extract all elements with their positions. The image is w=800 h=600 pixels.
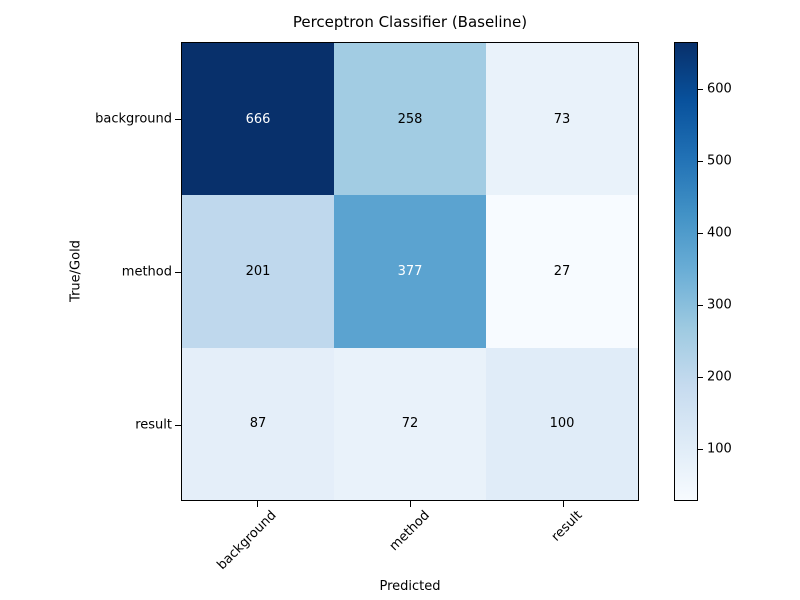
colorbar-tick-label-300: 300 (707, 297, 732, 313)
chart-title: Perceptron Classifier (Baseline) (292, 13, 528, 31)
y-tick-mark (175, 424, 181, 426)
colorbar-tick-label-100: 100 (707, 441, 732, 457)
x-tick-label-result: result (548, 508, 586, 545)
heatmap-cell-method-background: 201 (182, 195, 334, 348)
heatmap-cell-background-method: 258 (334, 43, 486, 196)
y-tick-label-result: result (135, 417, 172, 432)
colorbar-tick-mark (698, 89, 703, 91)
heatmap-cell-background-background: 666 (182, 43, 334, 196)
x-tick-mark (562, 501, 564, 507)
colorbar (674, 42, 698, 501)
x-tick-mark (257, 501, 259, 507)
x-axis-label: Predicted (379, 579, 441, 594)
colorbar-tick-label-400: 400 (707, 225, 732, 241)
heatmap-cell-result-background: 87 (182, 347, 334, 500)
y-tick-label-method: method (121, 264, 172, 279)
colorbar-tick-mark (698, 376, 703, 378)
colorbar-tick-label-200: 200 (707, 369, 732, 385)
y-axis-label: True/Gold (68, 240, 84, 302)
heatmap-cell-result-method: 72 (334, 347, 486, 500)
heatmap-cell-method-method: 377 (334, 195, 486, 348)
colorbar-tick-mark (698, 161, 703, 163)
colorbar-tick-mark (698, 448, 703, 450)
y-tick-mark (175, 118, 181, 120)
heatmap-cell-result-result: 100 (486, 347, 638, 500)
colorbar-tick-mark (698, 233, 703, 235)
colorbar-tick-label-500: 500 (707, 153, 732, 169)
x-tick-label-method: method (386, 508, 433, 555)
colorbar-tick-mark (698, 304, 703, 306)
heatmap-cell-background-result: 73 (486, 43, 638, 196)
heatmap-cell-method-result: 27 (486, 195, 638, 348)
x-tick-mark (410, 501, 411, 507)
y-tick-mark (175, 271, 181, 273)
x-tick-label-background: background (214, 508, 280, 573)
colorbar-tick-label-600: 600 (707, 81, 732, 97)
y-tick-label-background: background (95, 111, 172, 126)
heatmap-grid: 666 258 73 201 377 27 87 72 100 (181, 42, 639, 501)
